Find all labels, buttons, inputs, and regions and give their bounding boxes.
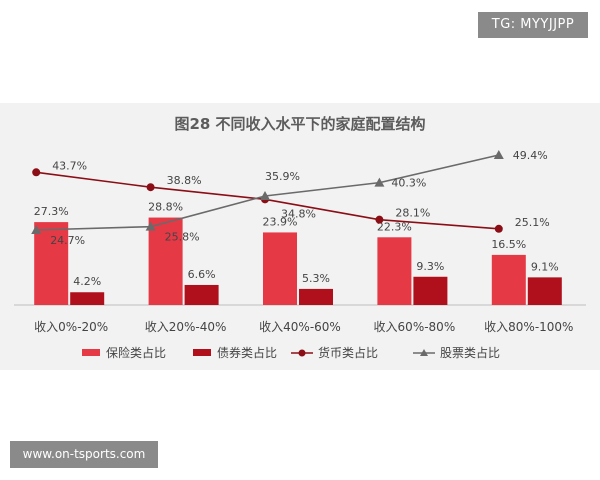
chart-svg: 27.3% 28.8% 23.9% 22.3% 16.5% 4.2% 6.6% 5.3% 9.3…	[14, 149, 586, 360]
bar-bond-2	[299, 288, 333, 305]
bar-insurance-2	[263, 232, 297, 305]
x-tick-label-4: 收入80%-100%	[484, 320, 573, 334]
x-tick-label-3: 收入60%-80%	[374, 320, 456, 334]
x-tick-label-1: 收入20%-40%	[145, 320, 227, 334]
legend-label-insurance: 保险类占比	[106, 345, 166, 360]
chart-panel: 27.3% 28.8% 23.9% 22.3% 16.5% 4.2% 6.6% 5.3% 9.3…	[0, 103, 600, 370]
bar-bond-4	[527, 277, 562, 305]
legend-label-stock: 股票类占比	[440, 345, 500, 360]
point-label-stock-4: 49.4%	[513, 149, 548, 162]
bar-label-bond-0: 4.2%	[73, 275, 101, 288]
point-money-4	[494, 224, 503, 233]
legend-label-bond: 债券类占比	[217, 345, 277, 360]
point-money-3	[375, 215, 384, 224]
point-stock-1	[145, 221, 156, 231]
point-stock-3	[374, 177, 385, 187]
bar-insurance-0	[34, 222, 69, 305]
legend-swatch-insurance	[82, 349, 100, 356]
point-label-money-1: 38.8%	[167, 174, 202, 187]
legend-marker-stock	[420, 349, 428, 356]
bar-label-bond-3: 9.3%	[416, 260, 444, 273]
bar-label-insurance-2: 23.9%	[263, 215, 298, 228]
bar-insurance-3	[377, 237, 412, 305]
point-money-1	[146, 183, 155, 192]
bar-label-insurance-1: 28.8%	[148, 201, 183, 214]
point-label-money-3: 28.1%	[395, 207, 430, 220]
bar-label-bond-2: 5.3%	[302, 272, 330, 285]
point-label-stock-2: 35.9%	[265, 170, 300, 183]
legend-swatch-bond	[193, 349, 211, 356]
bar-label-insurance-0: 27.3%	[34, 205, 69, 218]
point-money-0	[32, 168, 41, 177]
bar-bond-1	[184, 284, 219, 305]
bar-label-insurance-4: 16.5%	[491, 238, 526, 251]
point-label-stock-1: 25.8%	[165, 231, 200, 244]
watermark-bottom-badge: www.on-tsports.com	[10, 441, 158, 468]
bar-label-insurance-3: 22.3%	[377, 220, 412, 233]
bar-label-bond-1: 6.6%	[188, 268, 216, 281]
bar-bond-0	[70, 292, 105, 305]
point-label-money-0: 43.7%	[52, 159, 87, 172]
legend-label-money: 货币类占比	[318, 345, 378, 360]
bar-insurance-1	[148, 217, 183, 305]
point-stock-2	[260, 190, 270, 200]
legend-marker-money	[298, 349, 306, 357]
watermark-top-badge: TG: MYYJJPP	[478, 12, 588, 38]
x-tick-label-0: 收入0%-20%	[34, 320, 108, 334]
point-label-money-4: 25.1%	[515, 216, 550, 229]
chart-title: 图28 不同收入水平下的家庭配置结构	[174, 115, 426, 133]
bar-bond-3	[413, 276, 448, 305]
point-stock-4	[493, 150, 504, 160]
point-stock-0	[31, 225, 42, 235]
x-tick-label-2: 收入40%-60%	[259, 320, 341, 334]
bar-label-bond-4: 9.1%	[531, 260, 559, 273]
point-label-money-2: 34.8%	[281, 207, 316, 220]
point-label-stock-3: 40.3%	[391, 177, 426, 190]
bar-insurance-4	[491, 254, 526, 305]
point-label-stock-0: 24.7%	[50, 234, 85, 247]
